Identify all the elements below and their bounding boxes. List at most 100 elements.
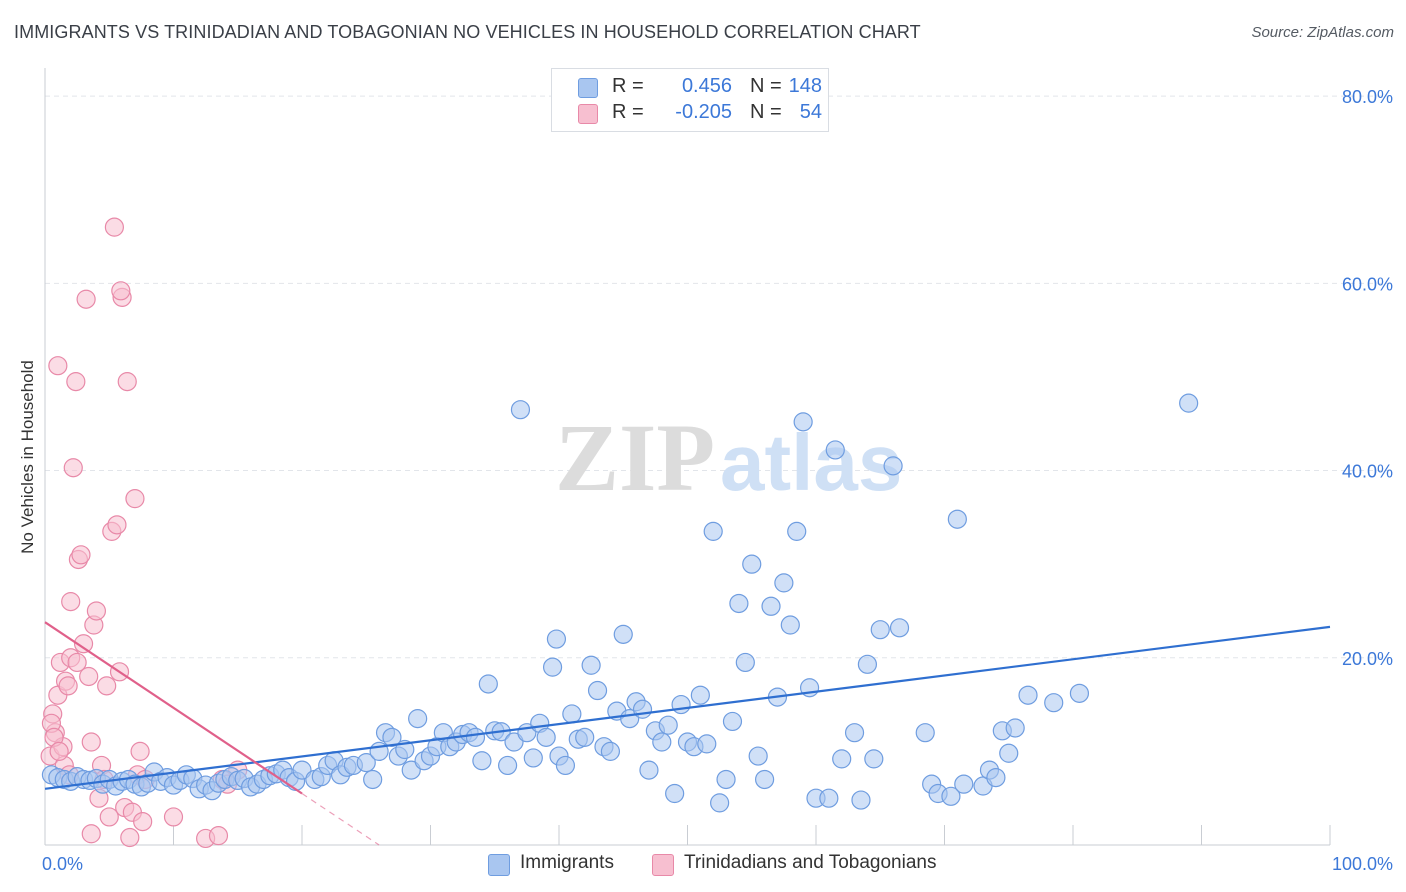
point-immigrants bbox=[857, 654, 878, 674]
point-immigrants bbox=[819, 788, 839, 808]
point-trinidadians bbox=[76, 289, 96, 309]
point-trinidadians bbox=[73, 634, 94, 654]
point-immigrants bbox=[761, 596, 781, 616]
point-immigrants bbox=[536, 727, 556, 747]
point-immigrants bbox=[825, 440, 845, 460]
watermark: ZIP atlas bbox=[555, 404, 902, 511]
point-trinidadians bbox=[67, 652, 87, 673]
legend-n-label: N = bbox=[750, 75, 782, 97]
point-immigrants bbox=[382, 727, 402, 747]
point-trinidadians bbox=[48, 356, 68, 376]
point-immigrants bbox=[292, 760, 312, 780]
legend-r-value: 0.456 bbox=[681, 75, 732, 97]
y-tick-label: 20.0% bbox=[1342, 649, 1393, 669]
point-trinidadians bbox=[61, 592, 81, 612]
y-axis-label: No Vehicles in Household bbox=[18, 360, 37, 554]
tick-labels: 20.0% 40.0% 60.0% 80.0% 0.0% 100.0% bbox=[42, 87, 1393, 874]
grid-lines bbox=[45, 95, 1392, 659]
chart-title: IMMIGRANTS VS TRINIDADIAN AND TOBAGONIAN… bbox=[14, 22, 921, 42]
point-immigrants bbox=[729, 593, 749, 614]
point-immigrants bbox=[851, 790, 871, 810]
point-immigrants bbox=[639, 760, 659, 780]
point-trinidadians bbox=[111, 281, 131, 301]
legend-n-label: N = bbox=[750, 101, 782, 123]
bottom-legend-label-trinidadians: Trinidadians and Tobagonians bbox=[684, 852, 937, 873]
point-immigrants bbox=[722, 711, 743, 732]
watermark-zip: ZIP bbox=[555, 404, 715, 511]
point-immigrants bbox=[793, 412, 813, 432]
point-immigrants bbox=[954, 774, 974, 794]
point-immigrants bbox=[472, 751, 492, 771]
point-immigrants bbox=[478, 674, 498, 694]
legend-n-value: 148 bbox=[788, 75, 822, 97]
y-tick-label: 40.0% bbox=[1342, 462, 1393, 482]
point-trinidadians bbox=[81, 824, 101, 844]
x-tick-label: 0.0% bbox=[42, 854, 83, 874]
point-trinidadians bbox=[104, 217, 124, 237]
point-immigrants bbox=[947, 509, 967, 529]
point-immigrants bbox=[870, 620, 890, 640]
point-immigrants bbox=[510, 400, 531, 420]
point-trinidadians bbox=[163, 807, 184, 827]
point-immigrants bbox=[915, 723, 935, 743]
point-trinidadians bbox=[130, 741, 150, 761]
point-immigrants bbox=[665, 783, 685, 804]
trend-line-trinidadians-extension bbox=[301, 793, 380, 846]
point-immigrants bbox=[465, 727, 486, 747]
point-immigrants bbox=[1005, 718, 1025, 738]
point-immigrants bbox=[600, 741, 621, 761]
legend-r-label: R = bbox=[612, 101, 644, 123]
watermark-atlas: atlas bbox=[720, 418, 902, 507]
point-immigrants bbox=[555, 755, 576, 776]
y-tick-label: 60.0% bbox=[1342, 274, 1393, 294]
point-immigrants bbox=[748, 746, 768, 766]
point-trinidadians bbox=[99, 807, 119, 827]
point-trinidadians bbox=[125, 489, 145, 509]
point-immigrants bbox=[632, 699, 653, 719]
point-immigrants bbox=[613, 624, 633, 644]
point-immigrants bbox=[542, 657, 563, 677]
trend-lines bbox=[44, 621, 1331, 846]
point-immigrants bbox=[742, 554, 762, 574]
point-trinidadians bbox=[107, 515, 127, 535]
point-immigrants bbox=[754, 769, 775, 790]
point-immigrants bbox=[401, 760, 421, 780]
legend-swatch-immigrants bbox=[578, 78, 598, 98]
trend-line-immigrants bbox=[44, 625, 1331, 790]
point-immigrants bbox=[883, 456, 903, 476]
point-immigrants bbox=[1044, 693, 1064, 713]
point-immigrants bbox=[652, 732, 672, 752]
point-immigrants bbox=[1018, 685, 1038, 705]
y-tick-label: 80.0% bbox=[1342, 87, 1393, 107]
point-immigrants bbox=[716, 769, 736, 790]
point-immigrants bbox=[703, 521, 723, 541]
point-immigrants bbox=[498, 755, 518, 776]
stats-legend: R = 0.456 N = 148 R = -0.205 N = 54 bbox=[551, 68, 829, 132]
bottom-legend-swatch-immigrants bbox=[488, 854, 510, 876]
point-immigrants bbox=[735, 652, 755, 673]
series-trinidadians-points bbox=[40, 217, 248, 849]
point-trinidadians bbox=[71, 545, 91, 565]
point-trinidadians bbox=[133, 811, 153, 832]
point-immigrants bbox=[690, 685, 710, 705]
point-immigrants bbox=[832, 749, 852, 769]
point-immigrants bbox=[697, 734, 717, 754]
point-immigrants bbox=[864, 749, 884, 769]
point-immigrants bbox=[363, 769, 383, 790]
trend-line-trinidadians bbox=[44, 621, 303, 795]
point-immigrants bbox=[504, 732, 524, 752]
point-immigrants bbox=[587, 680, 608, 701]
point-trinidadians bbox=[63, 458, 83, 478]
point-immigrants bbox=[575, 727, 595, 747]
legend-r-value: -0.205 bbox=[675, 101, 732, 123]
point-immigrants bbox=[774, 573, 794, 593]
point-trinidadians bbox=[58, 676, 78, 696]
point-immigrants bbox=[546, 629, 567, 649]
point-immigrants bbox=[889, 618, 910, 638]
point-trinidadians bbox=[81, 732, 101, 752]
point-trinidadians bbox=[117, 372, 137, 392]
point-immigrants bbox=[581, 655, 601, 675]
point-immigrants bbox=[408, 709, 428, 729]
point-immigrants bbox=[1179, 393, 1199, 413]
x-tick-label: 100.0% bbox=[1332, 854, 1393, 874]
